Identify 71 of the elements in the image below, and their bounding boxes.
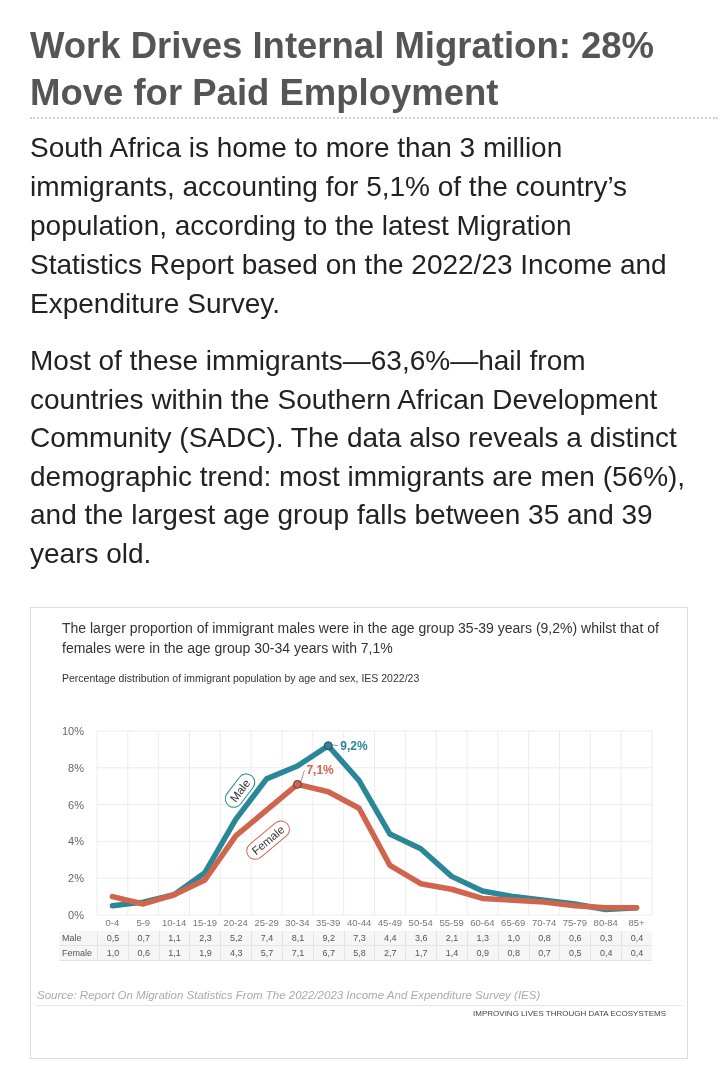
x-tick-label: 65-69: [501, 916, 526, 928]
x-tick-label: 45-49: [377, 916, 403, 928]
data-label: 7,4: [251, 931, 282, 945]
data-label: 0,8: [528, 931, 560, 945]
data-label: 5,7: [251, 946, 282, 960]
data-label: 0,4: [621, 931, 652, 945]
data-label: 1,9: [189, 946, 221, 960]
data-label: 2,3: [189, 931, 221, 945]
y-tick-label: 4%: [68, 835, 85, 848]
data-label: 5,8: [343, 946, 375, 960]
chart-subtitle: Percentage distribution of immigrant population by age and sex, IES 2022/23: [62, 671, 421, 685]
data-label: 4,4: [374, 931, 406, 945]
chart-title: The larger proportion of immigrant males were in the age group 35-39 years (9,2%) whilst that of females were in the age group 30-34 years with 7,1%: [62, 619, 660, 658]
annotation: 9,2%: [340, 738, 368, 753]
x-tick-label: 25-29: [254, 916, 279, 928]
data-label: 0,5: [97, 931, 128, 945]
x-tick-label: 20-24: [223, 916, 248, 928]
data-label: 8,1: [281, 931, 313, 945]
data-label: 0,5: [559, 946, 591, 960]
data-label: 4,3: [220, 946, 252, 960]
y-tick-label: 6%: [68, 798, 85, 811]
data-label: 0,9: [466, 946, 498, 960]
y-tick-label: 2%: [68, 872, 85, 885]
data-label: 9,2: [312, 931, 344, 945]
x-tick-label: 70-74: [531, 916, 557, 928]
data-label: 6,7: [312, 946, 344, 960]
text: Male: [62, 933, 82, 943]
y-tick-label: 0%: [68, 908, 85, 921]
x-tick-label: 85+: [628, 916, 646, 928]
data-label: 0,7: [127, 931, 159, 945]
y-tick-label: 8%: [68, 761, 85, 774]
data-label: 7,1: [281, 946, 313, 960]
data-label: 5,2: [220, 931, 252, 945]
text: IMPROVING LIVES THROUGH DATA ECOSYSTEMS: [473, 1009, 666, 1018]
x-tick-label: 5-9: [136, 916, 151, 928]
x-tick-label: 0-4: [105, 916, 120, 928]
data-label: 0,3: [590, 931, 622, 945]
x-tick-label: 60-64: [470, 916, 495, 928]
annotation: 7,1%: [306, 763, 335, 778]
x-tick-label: 40-44: [346, 916, 372, 928]
data-label: 1,1: [158, 931, 190, 945]
data-label: 3,6: [405, 931, 437, 945]
data-label: 1,7: [405, 946, 437, 960]
data-label: 0,7: [528, 946, 560, 960]
source-note: Source: Report On Migration Statistics From The 2022/2023 Income And Expenditure Survey (IES): [37, 989, 541, 1001]
data-label: 0,4: [590, 946, 622, 960]
text: Work Drives Internal Migration: 28% Move for Paid Employment: [30, 24, 656, 115]
x-tick-label: 10-14: [161, 916, 187, 928]
x-tick-label: 55-59: [439, 916, 464, 928]
text: Female: [62, 948, 93, 958]
x-tick-label: 75-79: [562, 916, 588, 928]
data-label: 0,8: [497, 946, 529, 960]
text: Most of these immigrants—63,6%—hail from countries within the Southern African Development Community (SADC). The data also reveals a distinct demographic trend: most immigrants are men (56%), and the largest age group falls between 35 and 39 years old.: [30, 344, 687, 571]
data-label: 2,7: [374, 946, 406, 960]
x-tick-label: 35-39: [316, 916, 341, 928]
data-label: 2,1: [436, 931, 467, 945]
x-tick-label: 30-34: [285, 916, 310, 928]
text: South Africa is home to more than 3 million immigrants, accounting for 5,1% of the country’s population, according to the latest Migration Statistics Report based on the 2022/23 Income and Expenditure Survey.: [30, 131, 668, 321]
data-label: 1,0: [97, 946, 128, 960]
data-label: 1,1: [158, 946, 190, 960]
data-label: 0,4: [621, 946, 652, 960]
x-tick-label: 15-19: [192, 916, 218, 928]
x-tick-label: 80-84: [593, 916, 618, 928]
x-tick-label: 50-54: [408, 916, 433, 928]
data-label: 1,4: [436, 946, 467, 960]
data-label: 1,0: [497, 931, 529, 945]
y-tick-label: 10%: [61, 724, 85, 737]
data-label: 0,6: [127, 946, 159, 960]
data-label: 1,3: [466, 931, 498, 945]
data-label: 0,6: [559, 931, 591, 945]
data-label: 7,3: [343, 931, 375, 945]
